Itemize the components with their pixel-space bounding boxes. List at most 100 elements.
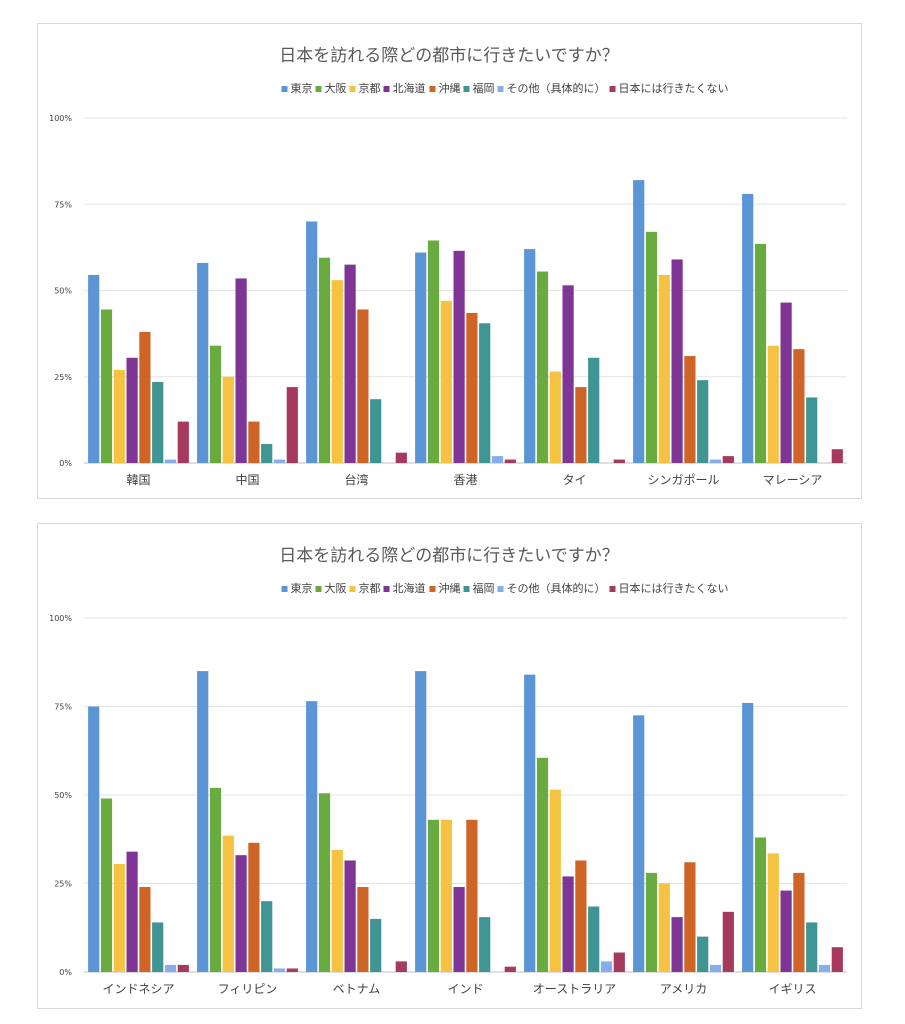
bar	[831, 449, 843, 463]
bar	[273, 968, 286, 972]
bar	[318, 793, 331, 972]
y-tick-label: 50%	[54, 287, 72, 296]
bar	[248, 842, 260, 972]
bar	[722, 456, 734, 463]
bar	[306, 221, 318, 463]
bar	[754, 243, 767, 463]
legend-item: 日本には行きたくない	[609, 581, 729, 595]
bar	[767, 853, 779, 972]
x-tick-label: タイ	[562, 473, 586, 487]
bar	[536, 757, 549, 972]
legend-swatch	[281, 86, 288, 92]
bar	[742, 193, 754, 463]
y-tick-label: 100%	[49, 114, 72, 123]
bar	[440, 300, 452, 463]
x-tick-label: アメリカ	[660, 982, 707, 996]
bar	[742, 702, 754, 972]
bar	[754, 837, 767, 972]
bar	[126, 357, 138, 463]
y-tick-label: 75%	[54, 200, 72, 209]
legend-label: 東京	[291, 581, 313, 595]
bar	[113, 864, 125, 972]
bar	[780, 890, 792, 972]
bar	[164, 459, 177, 463]
legend-item: 沖縄	[429, 581, 461, 595]
legend-label: 京都	[359, 581, 381, 595]
x-tick-label: 中国	[235, 472, 259, 487]
x-tick-label: フィリピン	[218, 982, 278, 996]
legend-label: 北海道	[393, 581, 426, 595]
legend-item: 大阪	[315, 81, 347, 95]
bar	[415, 671, 427, 972]
bar	[273, 459, 286, 463]
bar	[722, 911, 734, 972]
bar	[370, 399, 382, 463]
legend-item: 大阪	[315, 581, 347, 595]
bar	[613, 459, 625, 463]
x-tick-label: オーストラリア	[533, 982, 616, 996]
legend-swatch	[349, 586, 356, 592]
legend-swatch	[429, 586, 436, 592]
bar	[709, 964, 722, 972]
x-tick-label: 香港	[453, 473, 477, 487]
bar	[671, 917, 683, 972]
bar	[767, 345, 779, 463]
bar	[344, 860, 356, 972]
bar	[427, 819, 440, 972]
bar	[684, 356, 696, 463]
legend-label: 京都	[359, 81, 381, 95]
bar	[658, 883, 670, 972]
legend-item: 東京	[281, 81, 313, 95]
legend-swatch	[349, 86, 356, 92]
bar	[235, 855, 247, 972]
legend-label: 福岡	[473, 581, 495, 595]
legend-swatch	[609, 86, 616, 92]
legend-item: その他（具体的に）	[497, 81, 606, 95]
x-tick-label: インドネシア	[102, 982, 174, 996]
bar	[164, 964, 177, 972]
bar	[152, 381, 164, 463]
y-tick-label: 100%	[49, 614, 72, 623]
legend-label: 福岡	[473, 81, 495, 95]
bar	[645, 872, 658, 972]
bar	[466, 312, 478, 463]
bar	[588, 357, 600, 463]
bar	[440, 819, 452, 972]
x-tick-label: インド	[447, 982, 483, 996]
bar	[549, 789, 561, 972]
bar	[562, 285, 574, 463]
y-tick-label: 25%	[54, 880, 72, 889]
bar	[524, 674, 536, 972]
bar	[806, 397, 818, 463]
bar	[261, 901, 273, 972]
bar	[357, 309, 369, 463]
bar	[575, 860, 587, 972]
bar	[504, 459, 516, 463]
x-tick-label: イギリス	[768, 982, 816, 996]
bar	[697, 380, 709, 463]
legend-swatch	[463, 586, 470, 592]
bar	[491, 456, 504, 463]
bar	[395, 961, 407, 972]
legend-label: 日本には行きたくない	[619, 581, 729, 595]
bar	[575, 387, 587, 463]
legend-label: その他（具体的に）	[507, 581, 606, 595]
y-tick-label: 50%	[54, 791, 72, 800]
legend-item: 日本には行きたくない	[609, 81, 729, 95]
bar	[88, 706, 100, 972]
bar	[357, 887, 369, 972]
bar	[479, 917, 491, 972]
bar	[197, 671, 209, 972]
legend-swatch	[497, 86, 504, 92]
bar-chart-2: 日本を訪れる際どの都市に行きたいですか？ 東京 大阪 京都 北海道 沖縄 福岡 その他（具体…	[49, 546, 847, 996]
legend-item: その他（具体的に）	[497, 581, 606, 595]
bar	[479, 323, 491, 463]
legend-item: 福岡	[463, 81, 495, 95]
legend-swatch	[463, 86, 470, 92]
legend-swatch	[383, 86, 390, 92]
legend-label: その他（具体的に）	[507, 81, 606, 95]
y-tick-label: 0%	[59, 968, 72, 977]
x-tick-label: 台湾	[344, 472, 368, 487]
bar	[780, 302, 792, 463]
x-tick-label: 韓国	[126, 473, 150, 487]
